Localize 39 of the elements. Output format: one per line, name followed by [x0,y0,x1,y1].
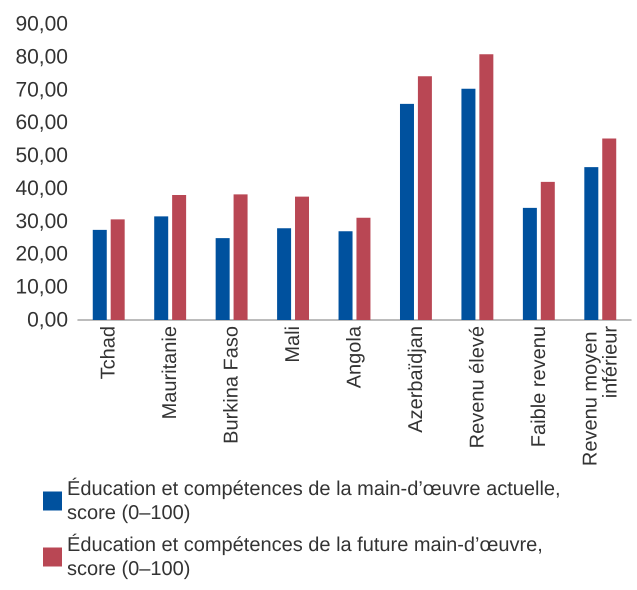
bar [400,104,414,320]
x-tick-label: Faible revenu [528,326,550,448]
bar [338,231,353,320]
x-tick-label: Tchad [98,326,120,380]
x-tick-label: Mali [282,326,304,363]
legend-label: Éducation et compétences de la future main-d’œuvre, score (0–100) [67,533,548,580]
x-tick-label: Revenu élevé [466,326,488,448]
x-tick-label: Mauritanie [159,326,182,420]
bar [461,88,476,320]
bar [234,194,248,320]
x-tick-label: Angola [344,325,366,388]
bar [295,196,310,320]
bar [277,228,292,320]
y-tick-label: 40,00 [15,176,68,200]
bar [216,238,230,320]
y-tick-label: 90,00 [15,12,68,36]
y-tick-label: 10,00 [15,276,68,299]
bar [172,195,186,320]
bar [110,219,125,320]
x-tick-label: Burkina Faso [220,326,243,444]
y-tick-label: 20,00 [15,242,68,266]
y-tick-label: 50,00 [15,144,68,168]
y-tick-label: 60,00 [15,111,68,134]
bar [602,138,616,320]
y-tick-label: 30,00 [15,210,68,233]
x-tick-label: Azerbaïdjan [404,326,427,433]
bar [92,230,107,320]
y-tick-label: 0,00 [27,308,68,332]
x-tick-label: Revenu moyen inférieur [579,326,622,466]
bar [540,182,555,320]
bar [584,167,598,320]
y-tick-label: 70,00 [15,78,68,102]
bar [356,218,370,320]
bar [522,208,537,320]
bar [154,216,168,320]
y-tick-label: 80,00 [15,45,68,68]
bar [479,54,494,320]
bar [418,76,432,320]
legend-label: Éducation et compétences de la main-d’œuvre actuelle, score (0–100) [67,477,566,524]
